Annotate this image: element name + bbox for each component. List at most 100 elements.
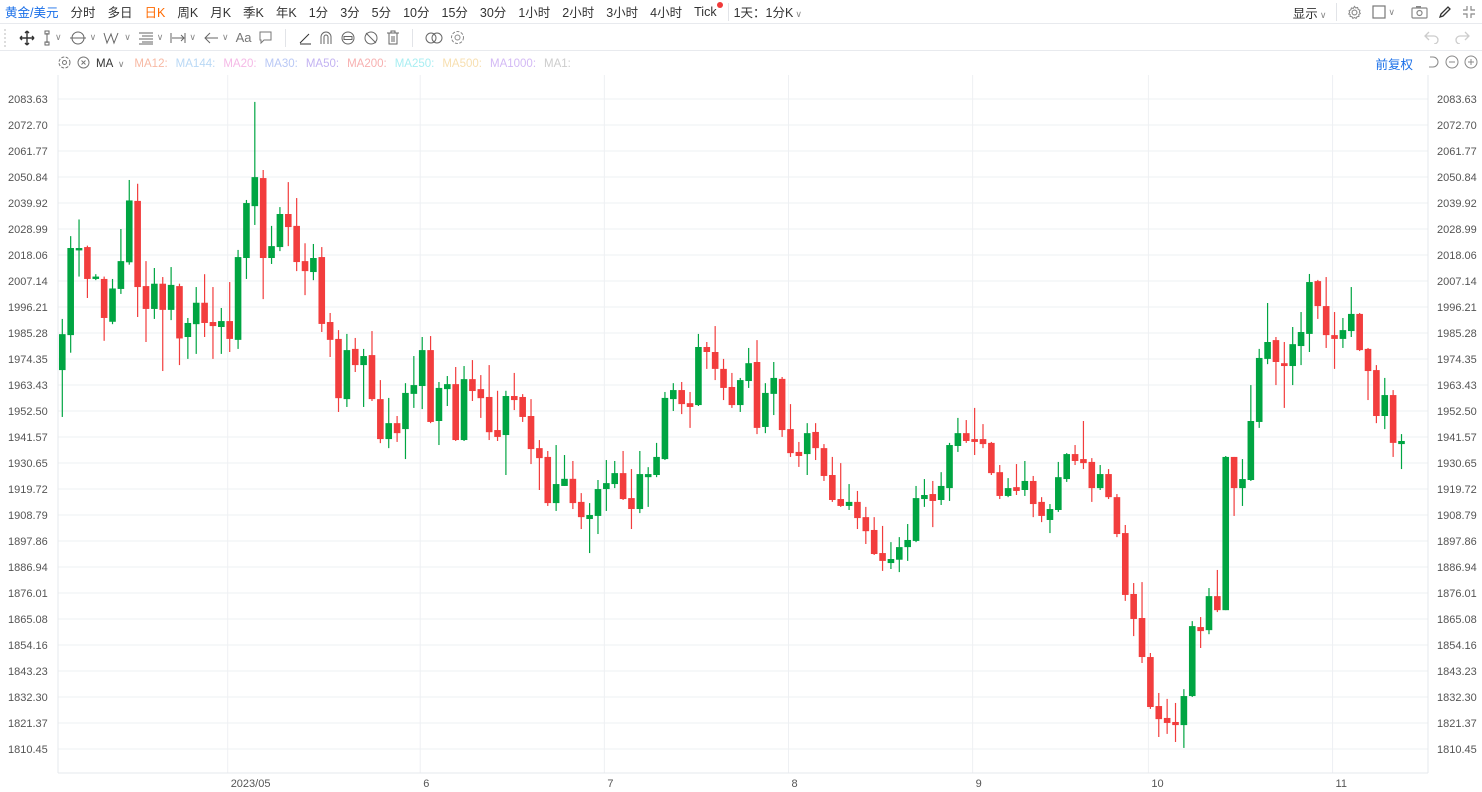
ma-selector[interactable]: MA ∨: [96, 58, 124, 70]
candle-up: [946, 442, 953, 501]
candle-body: [837, 499, 845, 506]
candle-body: [962, 433, 970, 441]
layout-square-icon[interactable]: ∨: [1372, 5, 1395, 19]
candle-body: [151, 283, 158, 309]
symbol-selector[interactable]: 黄金/美元: [5, 6, 59, 20]
notification-dot: [716, 1, 723, 8]
candle-up: [1205, 588, 1213, 635]
price-adjust-button[interactable]: 前复权: [1375, 58, 1413, 72]
reset-icon[interactable]: [1426, 55, 1440, 72]
measure-tool[interactable]: ∨: [170, 31, 196, 45]
drawing-settings-icon[interactable]: [450, 30, 465, 45]
period-tab[interactable]: 分时: [70, 6, 96, 20]
trash-icon[interactable]: [386, 30, 400, 45]
candle-down: [1088, 458, 1096, 502]
y-tick-label-right: 1865.08: [1437, 614, 1477, 626]
ma-line-value[interactable]: MA500:: [442, 57, 482, 70]
ma-line-value[interactable]: MA1000:: [489, 57, 537, 70]
candle-up: [912, 485, 920, 543]
period-tab[interactable]: 2小时: [562, 6, 595, 20]
ellipse-tool[interactable]: ∨: [69, 30, 96, 46]
candle-body: [159, 283, 167, 310]
compress-icon[interactable]: [1462, 5, 1476, 19]
vertical-line-tool[interactable]: ∨: [42, 30, 62, 46]
candle-body: [368, 355, 376, 400]
candle-down: [1281, 342, 1288, 408]
period-tab[interactable]: 15分: [441, 6, 468, 20]
pencil-icon[interactable]: [1438, 5, 1452, 19]
candle-body: [385, 423, 393, 440]
comment-icon[interactable]: [258, 30, 273, 45]
ma-line-value[interactable]: MA200:: [347, 57, 387, 70]
period-tab[interactable]: 5分: [371, 6, 392, 20]
period-tab[interactable]: 年K: [275, 6, 297, 20]
candle-down: [393, 416, 401, 442]
ma-line-value[interactable]: MA50:: [305, 57, 340, 70]
magnet-icon[interactable]: [319, 30, 333, 45]
fibonacci-tool[interactable]: ∨: [138, 31, 163, 45]
candle-up: [1255, 348, 1263, 428]
y-tick-label-right: 2018.06: [1437, 250, 1477, 262]
candle-body: [1013, 487, 1020, 491]
candle-down: [870, 517, 878, 555]
candle-up: [1188, 621, 1196, 698]
candle-up: [276, 207, 284, 252]
candle-down: [812, 423, 819, 461]
ma-line-value[interactable]: MA30:: [264, 57, 298, 70]
ma-line-value[interactable]: MA20:: [223, 57, 257, 70]
candle-body: [653, 456, 660, 476]
lock-link-icon[interactable]: [340, 30, 356, 46]
custom-period-label: 1天：1分K: [733, 6, 794, 20]
period-tab[interactable]: 季K: [243, 6, 264, 20]
candle-up: [268, 225, 275, 264]
period-tab[interactable]: 3分: [340, 6, 360, 20]
y-tick-label-right: 1897.86: [1437, 536, 1477, 548]
undo-icon[interactable]: [1424, 30, 1440, 47]
settings-gear-icon[interactable]: [1347, 5, 1362, 20]
period-tab[interactable]: 多日: [107, 6, 133, 20]
y-axis-left: 2083.63 2072.70 2061.77 2050.84 2039.92 2028.…: [8, 94, 48, 756]
candles: [59, 101, 1405, 748]
candle-up: [937, 472, 945, 505]
hide-eye-icon[interactable]: [363, 30, 379, 46]
period-tab[interactable]: 10分: [403, 6, 430, 20]
candle-down: [544, 450, 552, 506]
candle-down: [778, 376, 786, 437]
y-tick-label-right: 1974.35: [1437, 354, 1477, 366]
zoom-in-icon[interactable]: [1464, 55, 1478, 72]
text-tool[interactable]: Aa: [235, 30, 252, 45]
candle-up: [653, 442, 660, 478]
crosshair-move-tool[interactable]: [19, 30, 35, 46]
ma-line-value[interactable]: MA144:: [175, 57, 216, 70]
candle-up: [1239, 459, 1246, 506]
arrow-tool[interactable]: ∨: [203, 31, 229, 45]
period-tab[interactable]: 1小时: [518, 6, 551, 20]
camera-icon[interactable]: [1411, 5, 1428, 19]
redo-icon[interactable]: [1454, 30, 1470, 47]
period-tab[interactable]: 3小时: [606, 6, 639, 20]
custom-period-selector[interactable]: 1天：1分K ∨: [734, 2, 802, 21]
indicator-close-icon[interactable]: [77, 56, 90, 72]
period-tab[interactable]: 4小时: [650, 6, 683, 20]
trend-line-icon[interactable]: [298, 31, 312, 45]
zoom-out-icon[interactable]: [1445, 55, 1459, 72]
indicator-settings-icon[interactable]: [58, 56, 71, 72]
candle-body: [912, 498, 920, 541]
period-tab[interactable]: 周K: [177, 6, 199, 20]
period-tab[interactable]: 月K: [210, 6, 232, 20]
candle-down: [293, 198, 300, 272]
period-tab[interactable]: Tick: [688, 1, 723, 19]
candle-body: [795, 451, 803, 456]
ma-line-value[interactable]: MA1:: [544, 57, 571, 70]
ma-line-value[interactable]: MA12:: [134, 57, 168, 70]
period-tab[interactable]: 1分: [308, 6, 329, 20]
candle-body: [176, 286, 183, 339]
display-menu[interactable]: 显示 ∨: [1293, 3, 1327, 22]
candlestick-chart[interactable]: 2083.63 2072.70 2061.77 2050.84 2039.92 2028.…: [0, 75, 1482, 792]
wave-pattern-tool[interactable]: ∨: [103, 31, 131, 45]
period-tab[interactable]: 30分: [479, 6, 507, 20]
period-tab[interactable]: 日K: [144, 6, 166, 20]
toolbar-grip-handle[interactable]: [4, 28, 8, 47]
ma-line-value[interactable]: MA250:: [394, 57, 435, 70]
compare-circles-icon[interactable]: [425, 31, 443, 45]
